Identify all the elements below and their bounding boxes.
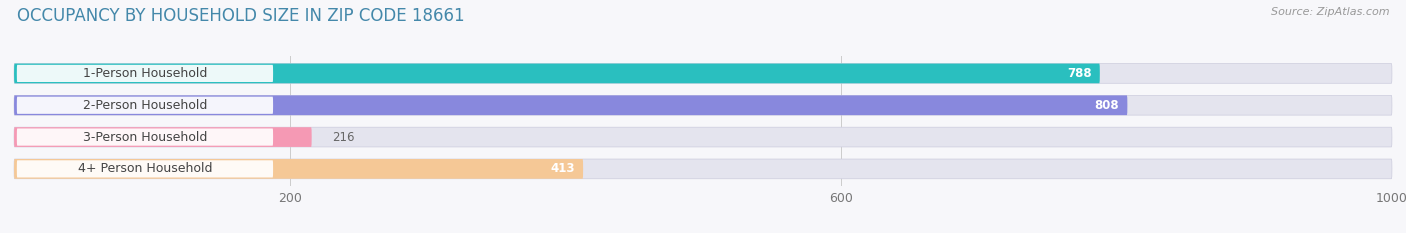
FancyBboxPatch shape bbox=[14, 95, 1128, 115]
Text: 1-Person Household: 1-Person Household bbox=[83, 67, 207, 80]
Text: 788: 788 bbox=[1067, 67, 1091, 80]
Text: OCCUPANCY BY HOUSEHOLD SIZE IN ZIP CODE 18661: OCCUPANCY BY HOUSEHOLD SIZE IN ZIP CODE … bbox=[17, 7, 464, 25]
FancyBboxPatch shape bbox=[14, 64, 1392, 83]
FancyBboxPatch shape bbox=[14, 127, 1392, 147]
Text: 3-Person Household: 3-Person Household bbox=[83, 130, 207, 144]
FancyBboxPatch shape bbox=[14, 159, 1392, 179]
FancyBboxPatch shape bbox=[17, 128, 273, 146]
FancyBboxPatch shape bbox=[17, 97, 273, 114]
Text: Source: ZipAtlas.com: Source: ZipAtlas.com bbox=[1271, 7, 1389, 17]
Text: 808: 808 bbox=[1094, 99, 1119, 112]
Text: 216: 216 bbox=[332, 130, 354, 144]
FancyBboxPatch shape bbox=[17, 65, 273, 82]
FancyBboxPatch shape bbox=[17, 160, 273, 178]
FancyBboxPatch shape bbox=[14, 64, 1099, 83]
Text: 413: 413 bbox=[550, 162, 575, 175]
Text: 4+ Person Household: 4+ Person Household bbox=[77, 162, 212, 175]
FancyBboxPatch shape bbox=[14, 127, 312, 147]
FancyBboxPatch shape bbox=[14, 159, 583, 179]
Text: 2-Person Household: 2-Person Household bbox=[83, 99, 207, 112]
FancyBboxPatch shape bbox=[14, 95, 1392, 115]
